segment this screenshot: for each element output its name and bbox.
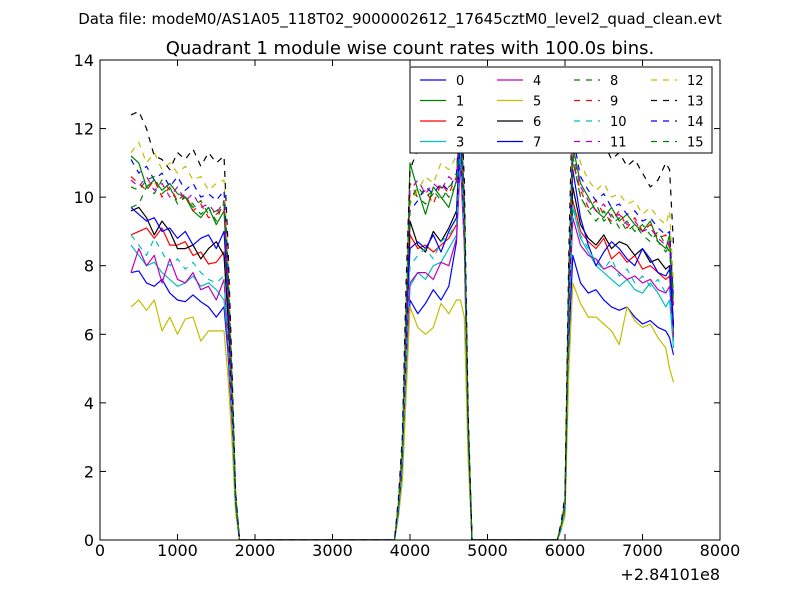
legend-label-9: 9	[610, 95, 618, 110]
series-line-15	[130, 121, 675, 540]
y-tick-label: 10	[74, 188, 94, 207]
x-tick-label: 7000	[622, 541, 663, 560]
series-lines	[130, 83, 675, 540]
legend-label-6: 6	[533, 115, 541, 130]
legend-label-7: 7	[533, 136, 541, 151]
x-tick-label: 3000	[312, 541, 353, 560]
y-tick-label: 0	[84, 531, 94, 550]
legend-label-8: 8	[610, 74, 618, 89]
series-line-14	[130, 107, 675, 540]
legend-label-13: 13	[687, 95, 704, 110]
chart-suptitle: Data file: modeM0/AS1A05_118T02_90000026…	[78, 10, 722, 29]
y-tick-label: 12	[74, 120, 94, 139]
legend-label-1: 1	[456, 95, 464, 110]
legend-label-5: 5	[533, 95, 541, 110]
x-tick-label: 6000	[545, 541, 586, 560]
series-line-5	[130, 282, 675, 540]
legend-label-15: 15	[687, 136, 704, 151]
x-tick-label: 0	[95, 541, 105, 560]
y-tick-label: 6	[84, 325, 94, 344]
legend-label-0: 0	[456, 74, 464, 89]
legend-label-12: 12	[687, 74, 704, 89]
legend-label-10: 10	[610, 115, 627, 130]
y-tick-label: 14	[74, 51, 94, 70]
y-tick-label: 8	[84, 257, 94, 276]
legend-label-4: 4	[533, 74, 541, 89]
legend-label-14: 14	[687, 115, 704, 130]
chart-title: Quadrant 1 module wise count rates with …	[166, 38, 655, 59]
y-tick-label: 2	[84, 462, 94, 481]
x-tick-label: 1000	[157, 541, 198, 560]
x-tick-label: 4000	[390, 541, 431, 560]
plot-area: 0 1000 2000 3000 4000 5000 6000 7000 80000246810…	[74, 51, 741, 560]
x-tick-label: 2000	[235, 541, 276, 560]
legend-box	[409, 66, 713, 154]
legend-label-11: 11	[610, 136, 627, 151]
legend-label-2: 2	[456, 115, 464, 130]
x-tick-label: 8000	[700, 541, 741, 560]
x-tick-label: 5000	[467, 541, 508, 560]
y-tick-label: 4	[84, 394, 94, 413]
x-offset-label: +2.84101e8	[620, 565, 720, 584]
legend-label-3: 3	[456, 136, 464, 151]
